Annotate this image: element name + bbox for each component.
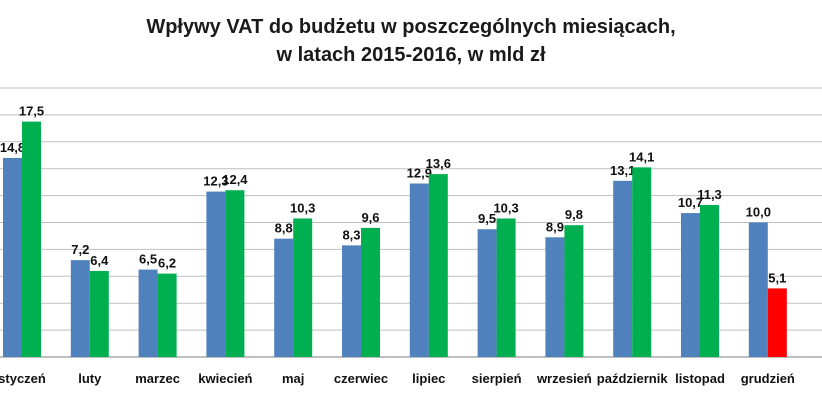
bar xyxy=(632,167,652,357)
bar xyxy=(700,205,719,357)
category-label: luty xyxy=(78,371,102,386)
chart-title-line-2: w latach 2015-2016, w mld zł xyxy=(276,44,546,66)
category-label: wrzesień xyxy=(536,371,592,386)
bar-value-label: 13,6 xyxy=(426,156,451,171)
bar-value-label: 14,1 xyxy=(629,149,654,164)
bar xyxy=(342,245,361,357)
bar xyxy=(564,225,584,357)
bar xyxy=(681,213,700,357)
bar-value-label: 9,8 xyxy=(565,207,583,222)
bar-value-label: 8,9 xyxy=(546,219,564,234)
category-label: lipiec xyxy=(412,371,445,386)
bar xyxy=(748,222,768,357)
bar-value-label: 6,4 xyxy=(90,253,109,268)
bar xyxy=(409,183,429,357)
bar-value-label: 10,0 xyxy=(746,205,771,220)
bar xyxy=(496,218,516,357)
bar-value-label: 9,5 xyxy=(478,211,496,226)
bar xyxy=(89,270,109,357)
bar-value-label: 11,3 xyxy=(697,187,722,202)
bar xyxy=(138,269,158,357)
bar-value-label: 10,3 xyxy=(493,200,518,215)
bar-value-label: 7,2 xyxy=(71,242,89,257)
bar xyxy=(274,238,294,357)
bar-value-label: 12,3 xyxy=(203,174,228,189)
bar-value-label: 9,6 xyxy=(361,210,379,225)
chart-title-line-1: Wpływy VAT do budżetu w poszczególnych m… xyxy=(146,16,676,38)
bar-value-label: 6,5 xyxy=(139,252,157,267)
bar-value-label: 5,1 xyxy=(768,270,786,285)
bar xyxy=(225,190,245,357)
category-label: marzec xyxy=(135,371,180,386)
bar-value-label: 12,9 xyxy=(407,165,432,180)
category-label: maj xyxy=(282,371,304,386)
bar xyxy=(70,260,90,357)
category-label: styczeń xyxy=(0,371,46,386)
bar xyxy=(3,157,22,357)
category-label: kwiecień xyxy=(198,371,252,386)
bar xyxy=(477,229,497,357)
bar xyxy=(767,288,787,357)
category-label: grudzień xyxy=(741,371,795,386)
category-label: listopad xyxy=(675,371,725,386)
bar xyxy=(545,237,565,357)
category-label: październik xyxy=(597,371,669,386)
bar-value-label: 10,3 xyxy=(290,200,315,215)
bar-value-label: 8,8 xyxy=(275,221,293,236)
bar xyxy=(361,227,380,357)
bar-value-label: 13,1 xyxy=(610,163,635,178)
category-label: czerwiec xyxy=(334,371,388,386)
bar-value-label: 8,3 xyxy=(342,227,360,242)
bar xyxy=(157,273,177,357)
bar xyxy=(428,174,448,357)
bar xyxy=(22,121,41,357)
bar-value-label: 6,2 xyxy=(158,256,176,271)
bar xyxy=(206,191,226,357)
category-label: sierpień xyxy=(472,371,522,386)
bar xyxy=(613,180,633,357)
bar xyxy=(293,218,313,357)
bar-value-label: 12,4 xyxy=(222,172,248,187)
bar-value-label: 10,7 xyxy=(678,195,703,210)
bar-value-label: 14,8 xyxy=(0,140,25,155)
bar-value-label: 17,5 xyxy=(19,104,44,119)
